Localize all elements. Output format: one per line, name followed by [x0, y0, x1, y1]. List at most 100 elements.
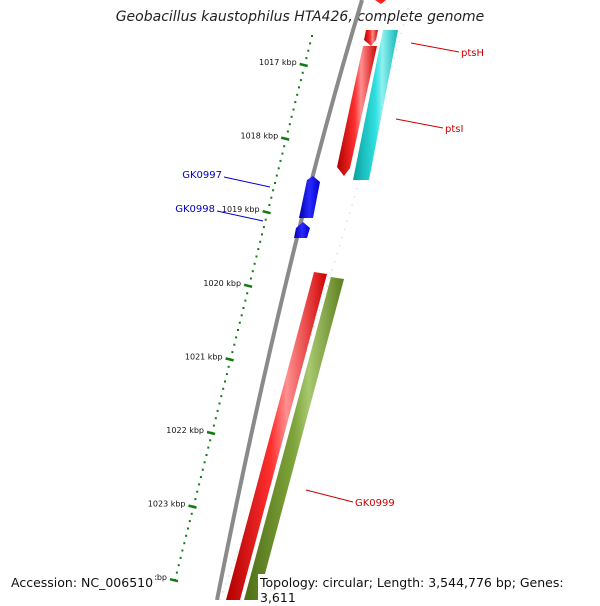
major-tick: [280, 136, 290, 141]
minor-tick: [175, 571, 178, 574]
minor-tick: [227, 365, 230, 368]
minor-tick: [244, 299, 247, 302]
minor-tick: [188, 520, 191, 523]
label-ptsI[interactable]: ptsI: [445, 124, 463, 135]
minor-tick: [190, 512, 193, 515]
minor-tick: [277, 167, 280, 170]
minor-tick: [311, 35, 313, 37]
minor-tick: [272, 189, 275, 192]
minor-tick: [251, 270, 254, 273]
major-tick: [299, 62, 309, 68]
minor-tick: [290, 115, 293, 118]
minor-tick: [307, 49, 310, 52]
minor-tick: [183, 542, 186, 545]
scale-track: 1017 kbp 1018 kbp 1019 kbp 1020 kbp 1021 kbp…: [129, 35, 313, 583]
gene-GK0997-bar[interactable]: [299, 176, 320, 218]
minor-tick: [235, 336, 238, 339]
minor-tick: [255, 255, 258, 258]
label-GK0999[interactable]: GK0999: [355, 498, 395, 509]
minor-tick: [196, 490, 199, 493]
minor-tick: [177, 564, 180, 567]
minor-tick: [181, 549, 184, 552]
label-ptsH[interactable]: ptsH: [461, 48, 484, 59]
accession-text: Accession: NC_006510: [9, 574, 156, 591]
minor-tick: [201, 468, 204, 471]
gene-GK0999-bar[interactable]: [226, 272, 327, 600]
minor-tick: [212, 424, 215, 427]
map-title: Geobacillus kaustophilus HTA426, complet…: [115, 9, 485, 25]
minor-tick: [179, 556, 182, 559]
major-tick: [188, 504, 197, 509]
minor-tick: [187, 527, 189, 530]
minor-tick: [199, 476, 202, 478]
minor-tick: [299, 79, 302, 82]
major-tick: [243, 283, 253, 289]
minor-tick: [281, 152, 284, 155]
label-GK0998[interactable]: GK0998: [175, 204, 215, 215]
minor-tick: [259, 240, 262, 243]
minor-tick: [309, 42, 312, 45]
minor-tick: [198, 483, 201, 486]
minor-tick: [286, 130, 289, 133]
ptsH-leader: [410, 42, 460, 53]
minor-tick: [222, 387, 225, 390]
label-GK0997[interactable]: GK0997: [182, 170, 222, 181]
gene-cyan-bar[interactable]: [353, 30, 398, 180]
minor-tick: [220, 395, 223, 398]
minor-tick: [279, 159, 282, 162]
minor-tick: [207, 446, 210, 449]
minor-tick: [257, 248, 260, 251]
minor-tick: [298, 86, 300, 89]
minor-tick: [249, 277, 252, 280]
gene-ptsH-bar[interactable]: [364, 0, 386, 46]
GK0998-leader: [216, 210, 264, 222]
minor-tick: [268, 204, 271, 206]
minor-tick: [233, 343, 236, 346]
topology-text: Topology: circular; Length: 3,544,776 bp…: [258, 574, 600, 606]
minor-tick: [209, 439, 212, 442]
minor-tick: [264, 218, 267, 221]
GK0997-leader: [223, 176, 271, 188]
minor-tick: [262, 226, 265, 229]
major-tick: [225, 357, 234, 362]
minor-tick: [214, 417, 217, 420]
minor-tick: [203, 461, 206, 464]
scale-label: 1021 kbp: [185, 352, 223, 361]
minor-tick: [205, 454, 208, 456]
minor-tick: [301, 71, 304, 74]
genome-backbone: [215, 0, 364, 600]
minor-tick: [225, 373, 228, 376]
minor-tick: [224, 380, 226, 383]
minor-tick: [275, 174, 278, 177]
minor-tick: [238, 321, 241, 324]
minor-tick: [274, 182, 276, 184]
scale-label: 1018 kbp: [240, 132, 278, 141]
scale-label: 1020 kbp: [203, 279, 241, 288]
scale-label: 1019 kbp: [222, 205, 260, 214]
minor-tick: [240, 314, 243, 317]
minor-tick: [294, 101, 297, 104]
scale-label: 1017 kbp: [259, 58, 297, 67]
minor-tick: [296, 93, 299, 96]
minor-tick: [288, 123, 291, 126]
minor-tick: [283, 145, 286, 148]
gene-ptsI-bar[interactable]: [337, 46, 377, 176]
minor-tick: [231, 351, 234, 354]
minor-tick: [237, 329, 239, 331]
minor-tick: [305, 57, 308, 60]
minor-tick: [218, 402, 221, 405]
scale-label: 1022 kbp: [166, 426, 204, 435]
minor-tick: [253, 262, 256, 265]
major-tick: [169, 577, 179, 583]
minor-tick: [292, 108, 295, 111]
major-tick: [262, 209, 271, 215]
scale-label: 1023 kbp: [148, 500, 186, 509]
ptsI-leader: [395, 118, 444, 129]
GK0999-leader: [305, 489, 354, 503]
minor-tick: [216, 409, 219, 412]
gene-GK0998-bar[interactable]: [294, 222, 310, 238]
minor-tick: [246, 292, 249, 295]
gene-olive-bar[interactable]: [244, 277, 344, 600]
minor-tick: [185, 534, 188, 537]
minor-tick: [261, 233, 263, 236]
